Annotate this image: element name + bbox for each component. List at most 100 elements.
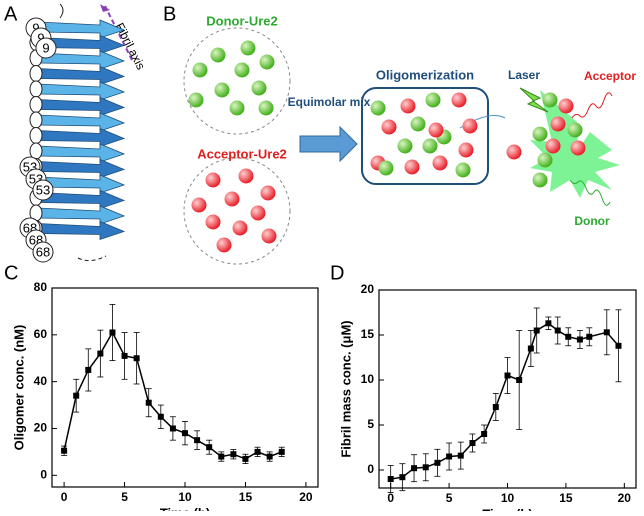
protein — [451, 92, 467, 108]
protein — [210, 47, 226, 63]
data-point — [97, 350, 104, 357]
protein — [261, 228, 277, 244]
data-point — [554, 327, 561, 334]
protein — [404, 159, 420, 175]
data-point — [457, 452, 464, 459]
strand — [37, 65, 126, 86]
mix-box — [361, 87, 489, 185]
data-point — [411, 465, 418, 472]
data-point — [576, 336, 583, 343]
protein — [238, 168, 254, 184]
protein — [570, 140, 586, 156]
protein — [422, 138, 438, 154]
protein — [250, 205, 266, 221]
turn — [29, 96, 43, 113]
data-point — [504, 372, 511, 379]
protein — [205, 172, 221, 188]
data-point — [533, 327, 540, 334]
tail — [59, 3, 64, 19]
data-point — [206, 444, 213, 451]
protein — [532, 126, 548, 142]
oligomerization-label: Oligomerization — [376, 67, 474, 82]
y-tick-label: 20 — [34, 421, 48, 435]
residue-label: 68 — [36, 244, 50, 259]
protein — [229, 100, 245, 116]
data-point — [194, 437, 201, 444]
y-axis-label: Fibril mass conc. (μM) — [338, 320, 353, 457]
panel-label: C — [4, 262, 18, 284]
data-point — [278, 448, 285, 455]
x-tick-label: 0 — [61, 490, 68, 504]
strand — [37, 96, 126, 117]
protein — [455, 162, 471, 178]
mix-label: Equimolar mix — [288, 95, 371, 109]
x-tick-label: 20 — [299, 490, 313, 504]
x-tick-label: 15 — [559, 491, 573, 505]
x-tick-label: 15 — [239, 490, 253, 504]
data-point — [230, 451, 237, 458]
protein — [381, 119, 397, 135]
panel-label: A — [4, 3, 18, 25]
residue-circle — [32, 179, 54, 201]
mix-label: Equimolar mix — [288, 95, 371, 109]
protein — [550, 116, 566, 132]
data-point — [169, 425, 176, 432]
chart: 0 5 10 15 20 0 20 40 60 80 Time (h) Oligomer conc. … — [11, 280, 319, 516]
x-tick-label: 5 — [121, 490, 128, 504]
y-tick-label: 0 — [40, 467, 47, 481]
residue-circle — [35, 37, 57, 59]
data-point — [492, 404, 499, 410]
residue-label: 9 — [37, 30, 44, 45]
data-point — [387, 476, 394, 482]
data-point — [422, 464, 429, 471]
data-point — [266, 453, 273, 460]
arrow-head — [100, 4, 110, 12]
panel-label: B — [163, 3, 176, 25]
residue-circle — [32, 241, 54, 263]
data-point — [603, 329, 610, 336]
protein — [428, 122, 444, 138]
data-point — [157, 413, 164, 420]
protein — [462, 118, 478, 134]
acceptor-dye-label: Acceptor — [584, 69, 636, 83]
x-tick-label: 20 — [618, 491, 632, 505]
data-point — [85, 366, 92, 373]
y-tick-label: 5 — [367, 417, 374, 431]
strand — [37, 143, 126, 163]
residue-label: 53 — [36, 182, 50, 197]
y-tick-label: 15 — [361, 327, 375, 341]
protein — [240, 40, 256, 56]
axis-arrow — [104, 5, 133, 61]
protein — [567, 122, 583, 138]
donor-wave — [569, 179, 611, 206]
strand — [37, 50, 126, 70]
y-tick-label: 60 — [34, 327, 48, 341]
protein — [259, 54, 275, 70]
data-point — [399, 474, 406, 481]
protein — [234, 62, 250, 78]
data-point — [469, 440, 476, 446]
protein — [192, 62, 208, 78]
acceptor-wave — [571, 92, 613, 119]
strand — [37, 205, 126, 225]
strand — [37, 112, 126, 132]
strand — [37, 127, 126, 148]
data-point — [182, 430, 188, 437]
donor-pool — [183, 27, 291, 135]
data-point — [133, 355, 140, 362]
y-axis-label: Oligomer conc. (nM) — [11, 325, 26, 451]
y-tick-label: 20 — [361, 282, 375, 296]
protein — [205, 214, 221, 230]
strand — [37, 81, 126, 101]
protein — [216, 237, 232, 253]
fret-diagram: Donor-Ure2 Acceptor-Ure2 Equimolar mix O… — [183, 13, 636, 265]
protein — [370, 100, 386, 116]
x-axis-label: Time (h) — [160, 505, 210, 511]
data-point — [434, 459, 441, 466]
protein — [191, 197, 207, 213]
panel-label: D — [330, 262, 344, 284]
plot-frame — [51, 287, 319, 488]
protein — [542, 92, 558, 108]
